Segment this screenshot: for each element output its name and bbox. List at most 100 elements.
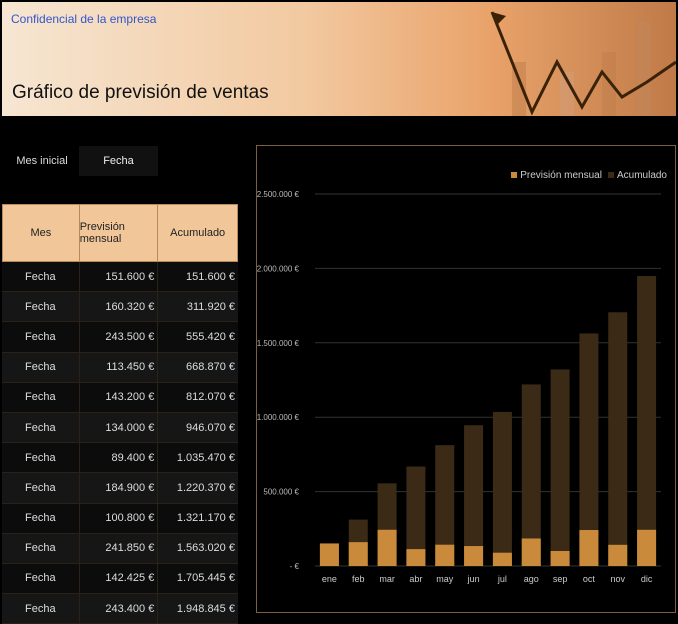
x-tick-label: ene	[322, 574, 337, 584]
cell-mes[interactable]: Fecha	[2, 412, 80, 443]
page-title: Gráfico de previsión de ventas	[12, 82, 269, 103]
bar-monthly-jun	[464, 546, 484, 566]
table-row: Fecha 151.600 €151.600 €	[2, 262, 238, 293]
bar-monthly-sep	[550, 551, 570, 566]
cell-mes[interactable]: Fecha	[2, 473, 80, 503]
cell-prevision[interactable]: 113.450 €	[80, 352, 159, 382]
cell-mes[interactable]: Fecha	[2, 563, 80, 594]
x-tick-label: oct	[583, 574, 596, 584]
cell-mes[interactable]: Fecha	[2, 443, 80, 473]
forecast-table: Mes Previsión mensual Acumulado Fecha 151…	[2, 204, 238, 624]
cell-prevision[interactable]: 184.900 €	[80, 473, 159, 503]
bar-cumulative-dic	[637, 276, 657, 566]
x-tick-label: jul	[497, 574, 507, 584]
cell-mes[interactable]: Fecha	[2, 262, 80, 292]
cell-prevision[interactable]: 134.000 €	[80, 412, 159, 443]
confidential-label: Confidencial de la empresa	[11, 12, 157, 26]
y-tick-label: - €	[290, 562, 300, 571]
start-month-input[interactable]: Fecha	[79, 146, 158, 176]
chart-plot: - € 500.000 € 1.000.000 € 1.500.000 € 2.000.…	[257, 190, 661, 584]
bar-monthly-may	[435, 544, 455, 566]
y-tick-label: 500.000 €	[263, 488, 299, 497]
cell-mes[interactable]: Fecha	[2, 503, 80, 533]
y-tick-label: 2.500.000 €	[257, 190, 300, 199]
bar-cumulative-jul	[492, 411, 512, 566]
x-tick-label: abr	[409, 574, 422, 584]
y-tick-label: 2.000.000 €	[257, 264, 300, 273]
bar-monthly-dic	[637, 529, 657, 566]
x-tick-label: nov	[610, 574, 625, 584]
table-row: Fecha 100.800 € 1.321.170 €	[2, 503, 238, 534]
table-row: Fecha 184.900 € 1.220.370 €	[2, 473, 238, 504]
cell-prevision[interactable]: 243.400 €	[80, 594, 159, 624]
table-row: Fecha 143.200 € 812.070 €	[2, 382, 238, 413]
bar-monthly-oct	[579, 530, 599, 566]
cell-acumulado[interactable]: 1.035.470 €	[176, 451, 235, 464]
header-acumulado: Acumulado	[170, 227, 226, 239]
bar-cumulative-jun	[464, 425, 484, 566]
header-mes: Mes	[3, 205, 80, 261]
header-banner: Confidencial de la empresa Gráfico de pr…	[2, 2, 676, 116]
table-body: Fecha 151.600 €151.600 € Fecha 160.320 €311…	[2, 262, 238, 624]
x-tick-label: may	[436, 574, 454, 584]
cell-prevision[interactable]: 143.200 €	[80, 382, 159, 412]
legend-label-monthly: Previsión mensual	[520, 170, 602, 181]
cell-acumulado[interactable]: 1.220.370 €	[176, 481, 235, 494]
cell-mes[interactable]: Fecha	[2, 352, 80, 382]
bar-monthly-nov	[608, 544, 628, 566]
cell-mes[interactable]: Fecha	[2, 594, 80, 624]
cell-acumulado[interactable]: 812.070 €	[186, 391, 235, 404]
table-row: Fecha 160.320 € 311.920 €	[2, 292, 238, 323]
x-tick-label: ago	[524, 574, 539, 584]
cell-mes[interactable]: Fecha	[2, 382, 80, 412]
table-header: Mes Previsión mensual Acumulado	[2, 204, 238, 262]
table-row: Fecha 89.400 € 1.035.470 €	[2, 443, 238, 474]
cell-prevision[interactable]: 142.425 €	[80, 563, 159, 594]
legend-item-monthly: Previsión mensual	[511, 170, 602, 181]
y-tick-label: 1.000.000 €	[257, 413, 300, 422]
chart-legend: Previsión mensual Acumulado	[511, 170, 667, 181]
header-prevision: Previsión mensual	[80, 205, 159, 261]
y-tick-label: 1.500.000 €	[257, 339, 300, 348]
cell-prevision[interactable]: 151.600 €	[80, 262, 159, 292]
x-tick-label: feb	[352, 574, 365, 584]
bar-cumulative-sep	[550, 369, 570, 566]
table-row: Fecha 243.500 € 555.420 €	[2, 322, 238, 353]
cell-acumulado[interactable]: 311.920 €	[186, 300, 235, 313]
table-row: Fecha 241.850 € 1.563.020 €	[2, 533, 238, 564]
bar-monthly-ene	[319, 543, 339, 566]
cell-prevision[interactable]: 241.850 €	[80, 533, 159, 563]
bar-cumulative-ago	[521, 384, 541, 566]
cell-acumulado[interactable]: 1.948.845 €	[176, 602, 235, 615]
cell-acumulado[interactable]: 1.321.170 €	[176, 512, 235, 525]
bar-monthly-jul	[492, 552, 512, 566]
sales-forecast-chart: Previsión mensual Acumulado - € 500.000 €…	[256, 145, 676, 613]
bar-monthly-feb	[348, 542, 368, 566]
start-month-label: Mes inicial	[16, 155, 68, 167]
cell-acumulado[interactable]: 555.420 €	[186, 330, 235, 343]
table-row: Fecha 243.400 € 1.948.845 €	[2, 594, 238, 624]
cell-mes[interactable]: Fecha	[2, 292, 80, 322]
cell-prevision[interactable]: 243.500 €	[80, 322, 159, 352]
cell-acumulado[interactable]: 946.070 €	[186, 421, 235, 434]
bar-cumulative-abr	[406, 466, 426, 566]
cell-acumulado[interactable]: 668.870 €	[186, 361, 235, 374]
cell-acumulado[interactable]: 1.563.020 €	[176, 542, 235, 555]
bar-monthly-mar	[377, 529, 397, 566]
legend-label-cumulative: Acumulado	[616, 170, 667, 181]
legend-item-cumulative: Acumulado	[607, 170, 667, 181]
cell-acumulado[interactable]: 151.600 €	[186, 270, 235, 283]
cell-acumulado[interactable]: 1.705.445 €	[176, 572, 235, 585]
cell-prevision[interactable]: 160.320 €	[80, 292, 159, 322]
cell-mes[interactable]: Fecha	[2, 322, 80, 352]
bar-cumulative-may	[435, 445, 455, 566]
bar-monthly-abr	[406, 549, 426, 566]
cell-mes[interactable]: Fecha	[2, 533, 80, 563]
banner-graph-decoration	[490, 11, 676, 116]
cell-prevision[interactable]: 100.800 €	[80, 503, 159, 533]
cell-prevision[interactable]: 89.400 €	[80, 443, 159, 473]
table-row: Fecha 142.425 € 1.705.445 €	[2, 563, 238, 595]
bar-cumulative-nov	[608, 312, 628, 566]
table-row: Fecha 113.450 € 668.870 €	[2, 352, 238, 383]
x-tick-label: jun	[467, 574, 480, 584]
